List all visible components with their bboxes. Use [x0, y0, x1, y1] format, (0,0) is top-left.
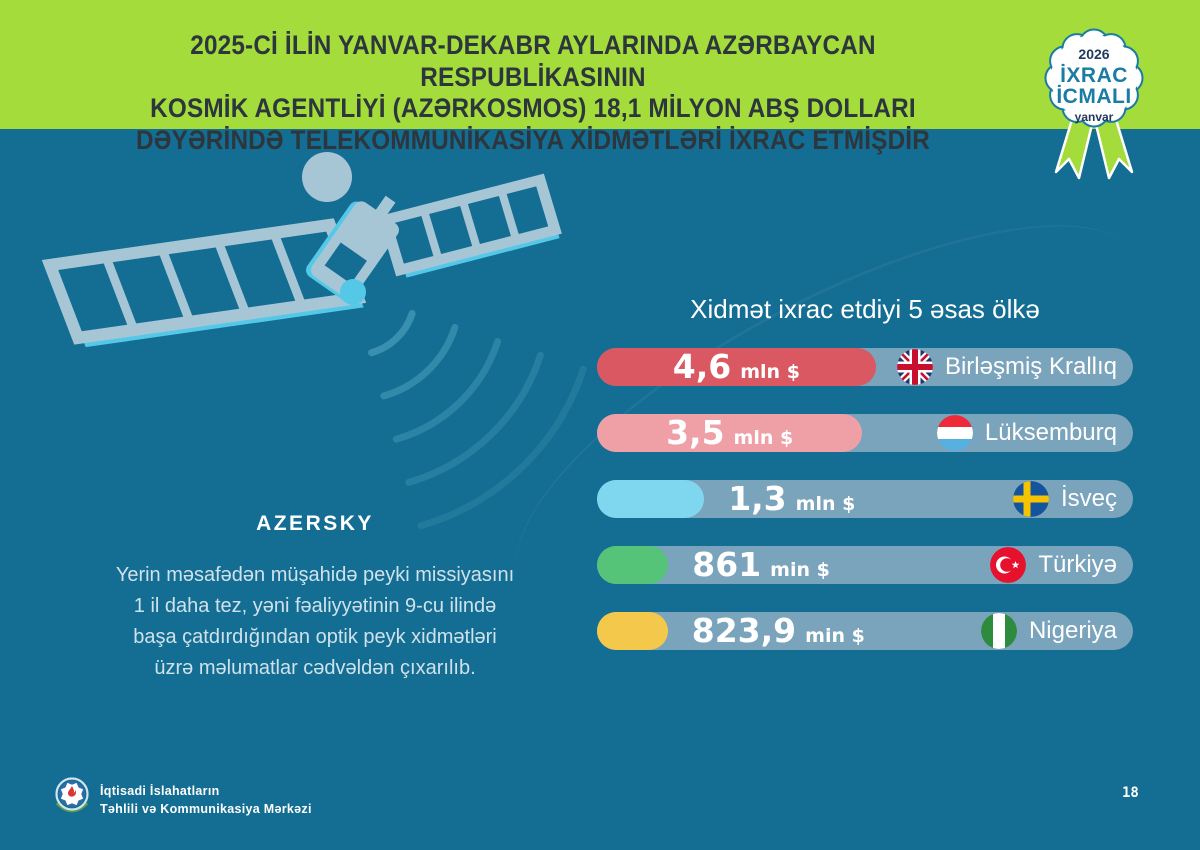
country-label: Nigeriya	[1028, 617, 1117, 644]
badge-title-line1: İXRAC	[1060, 64, 1128, 87]
satellite-body-icon	[306, 195, 399, 302]
bar-country-group: Nigeriya	[980, 613, 1117, 649]
azerbaijan-emblem-icon	[55, 777, 89, 813]
bar-fill	[597, 414, 863, 452]
bar-fill	[597, 546, 669, 584]
badge-month: yanvar	[1075, 110, 1114, 124]
footnote-text: Yerin məsafədən müşahidə peyki missiyası…	[75, 560, 555, 684]
bar-value: 4,6 mln $	[672, 347, 800, 386]
satellite-illustration	[41, 152, 587, 530]
bar-fill	[597, 480, 705, 518]
flag-turkey-icon	[990, 547, 1027, 583]
flag-sweden-icon	[1012, 481, 1049, 517]
bar-row-turkey: 861 min $ Türkiyə	[597, 546, 1133, 584]
satellite-antenna-ball-icon	[340, 279, 366, 305]
bar-row-nigeria: 823,9 min $ Nigeriya	[597, 612, 1133, 650]
header-band	[0, 0, 1200, 129]
footnote-line-1: Yerin məsafədən müşahidə peyki missiyası…	[115, 564, 515, 586]
export-countries-chart: Xidmət ixrac etdiyi 5 əsas ölkə 4,6 mln …	[597, 294, 1133, 678]
title-line-2: KOSMİK AGENTLİYİ (AZƏRKOSMOS) 18,1 MİLYO…	[150, 93, 916, 123]
page-number: 18	[1122, 785, 1139, 801]
bar-value: 1,3 mln $	[728, 479, 856, 518]
bar-fill	[597, 348, 876, 386]
chart-title: Xidmət ixrac etdiyi 5 əsas ölkə	[690, 294, 1040, 324]
bar-value: 823,9 min $	[691, 611, 865, 650]
badge-title-line2: İCMALI	[1056, 85, 1131, 108]
flag-united-kingdom-icon	[896, 349, 933, 385]
satellite-dish-icon	[302, 152, 352, 202]
org-line-2: Təhlili və Kommunikasiya Mərkəzi	[100, 802, 312, 816]
badge-rosette-icon	[1044, 28, 1144, 128]
flag-luxembourg-icon	[936, 415, 973, 451]
flag-nigeria-icon	[980, 613, 1017, 649]
bar-country-group: Birləşmiş Krallıq	[896, 349, 1117, 385]
country-label: İsveç	[1060, 485, 1117, 512]
bar-country-group: İsveç	[1012, 481, 1117, 517]
bar-row-luxembourg: 3,5 mln $ Lüksemburq	[597, 414, 1133, 452]
bar-value: 861 min $	[692, 545, 830, 584]
export-review-badge: 2026 İXRAC İCMALI yanvar	[1044, 28, 1144, 180]
badge-year: 2026	[1078, 46, 1109, 62]
organization-name: İqtisadi İslahatların Təhlili və Kommuni…	[100, 782, 312, 818]
footnote-line-4: üzrə məlumatlar cədvəldən çıxarılıb.	[154, 657, 476, 679]
bar-value: 3,5 mln $	[666, 413, 794, 452]
country-label: Birləşmiş Krallıq	[944, 353, 1117, 380]
signal-waves-icon	[368, 310, 587, 530]
azersky-label: AZERSKY	[256, 512, 374, 535]
footnote-line-3: başa çatdırdığından optik peyk xidmətlər…	[133, 626, 497, 648]
page-title: 2025-Cİ İLİN YANVAR-DEKABR AYLARINDA AZƏ…	[89, 30, 976, 156]
solar-panel-right-icon	[378, 173, 562, 278]
country-label: Lüksemburq	[984, 419, 1117, 446]
bar-country-group: Türkiyə	[990, 547, 1117, 583]
country-label: Türkiyə	[1038, 551, 1117, 578]
title-line-1: 2025-Cİ İLİN YANVAR-DEKABR AYLARINDA AZƏ…	[190, 30, 876, 92]
title-line-3: DƏYƏRİNDƏ TELEKOMMUNİKASİYA XİDMƏTLƏRİ İ…	[136, 124, 930, 155]
footnote-line-2: 1 il daha tez, yəni fəaliyyətinin 9-cu i…	[133, 595, 497, 617]
bar-row-united-kingdom: 4,6 mln $ Birləşmiş Krallıq	[597, 348, 1133, 386]
org-line-1: İqtisadi İslahatların	[100, 784, 220, 798]
solar-panel-left-icon	[41, 218, 367, 348]
bar-row-sweden: 1,3 mln $ İsveç	[597, 480, 1133, 518]
bar-country-group: Lüksemburq	[936, 415, 1117, 451]
bar-fill	[597, 612, 668, 650]
